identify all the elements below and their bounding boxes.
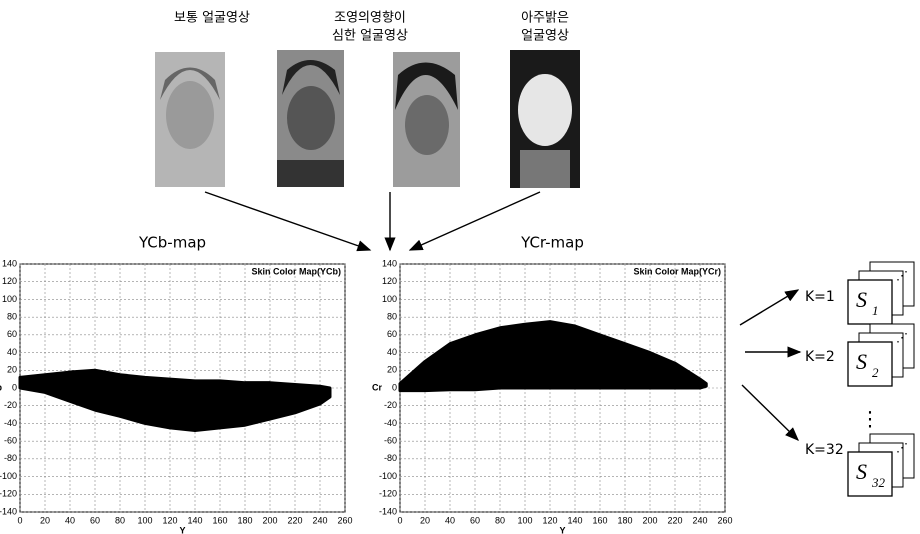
caption: 얼굴영상 [521, 29, 569, 44]
y-tick-label: -80 [384, 453, 397, 463]
face-image [510, 50, 580, 188]
y-tick-label: -60 [4, 436, 17, 446]
y-tick-label: -100 [379, 471, 397, 481]
y-tick-label: -20 [384, 400, 397, 410]
arrow [742, 385, 798, 440]
y-axis-label: Cb [0, 382, 2, 392]
x-tick-label: 80 [115, 515, 125, 525]
chart-heading: YCb-map [138, 234, 206, 252]
subscript: 2 [872, 365, 879, 380]
x-tick-label: 220 [287, 515, 302, 525]
x-tick-label: 60 [470, 515, 480, 525]
y-tick-label: 100 [2, 294, 17, 304]
x-tick-label: 140 [187, 515, 202, 525]
caption: 심한 얼굴영상 [332, 29, 408, 44]
x-tick-label: 200 [642, 515, 657, 525]
arrow [205, 192, 370, 250]
x-axis-label: Y [179, 525, 185, 534]
dots: ⋰ [896, 269, 908, 283]
symbol: S [856, 459, 867, 484]
y-tick-label: -40 [4, 418, 17, 428]
x-tick-label: 240 [692, 515, 707, 525]
dots: ⋰ [896, 441, 908, 455]
y-tick-label: -20 [4, 400, 17, 410]
y-tick-label: 40 [387, 347, 397, 357]
x-tick-label: 260 [337, 515, 352, 525]
k-label: K=1 [805, 289, 835, 305]
figure: 보통 얼굴영상 조영의영향이 심한 얼굴영상 아주밝은 얼굴영상 K=1⋰S1K… [0, 0, 920, 534]
plot-title: Skin Color Map(YCb) [252, 266, 342, 276]
subscript: 32 [871, 475, 886, 490]
subscript: 1 [872, 303, 879, 318]
x-tick-label: 20 [420, 515, 430, 525]
y-tick-label: -140 [379, 506, 397, 516]
x-tick-label: 180 [617, 515, 632, 525]
y-tick-label: 120 [382, 276, 397, 286]
x-tick-label: 160 [592, 515, 607, 525]
stack-front [848, 280, 892, 324]
x-tick-label: 0 [397, 515, 402, 525]
y-tick-label: 80 [7, 312, 17, 322]
x-tick-label: 100 [517, 515, 532, 525]
x-tick-label: 120 [542, 515, 557, 525]
y-tick-label: -100 [0, 471, 17, 481]
x-tick-label: 120 [162, 515, 177, 525]
y-axis-label: Cr [372, 382, 382, 392]
y-tick-label: 60 [7, 329, 17, 339]
caption: 보통 얼굴영상 [174, 11, 250, 26]
y-tick-label: 140 [382, 258, 397, 268]
face-image [155, 52, 225, 187]
y-tick-label: 20 [7, 365, 17, 375]
y-tick-label: 40 [7, 347, 17, 357]
y-tick-label: -120 [0, 489, 17, 499]
charts: YCb-map -140 -120 -100 -80 -60 -40 -20 0 20 40 60 80… [0, 234, 733, 534]
y-tick-label: -60 [384, 436, 397, 446]
x-tick-label: 20 [40, 515, 50, 525]
x-tick-label: 160 [212, 515, 227, 525]
ellipsis: ⋮ [860, 407, 880, 431]
y-tick-label: 60 [387, 329, 397, 339]
x-tick-label: 240 [312, 515, 327, 525]
x-tick-label: 80 [495, 515, 505, 525]
y-tick-label: 140 [2, 258, 17, 268]
face-image [393, 52, 460, 187]
x-tick-label: 200 [262, 515, 277, 525]
chart-heading: YCr-map [520, 234, 584, 252]
x-tick-label: 40 [65, 515, 75, 525]
dots: ⋰ [896, 331, 908, 345]
y-tick-label: -120 [379, 489, 397, 499]
stack-front [848, 342, 892, 386]
caption: 아주밝은 [521, 11, 569, 26]
x-tick-label: 260 [717, 515, 732, 525]
y-tick-label: 100 [382, 294, 397, 304]
x-tick-label: 60 [90, 515, 100, 525]
plot-title: Skin Color Map(YCr) [633, 266, 721, 276]
stack-front [848, 452, 892, 496]
symbol: S [856, 349, 867, 374]
y-tick-label: -80 [4, 453, 17, 463]
y-tick-label: 0 [12, 382, 17, 392]
y-tick-label: 80 [387, 312, 397, 322]
y-tick-label: -40 [384, 418, 397, 428]
k-label: K=2 [805, 349, 835, 365]
chart: YCb-map -140 -120 -100 -80 -60 -40 -20 0 20 40 60 80… [0, 234, 353, 534]
x-tick-label: 140 [567, 515, 582, 525]
k-label: K=32 [805, 442, 844, 458]
x-axis-label: Y [559, 525, 565, 534]
y-tick-label: 0 [392, 382, 397, 392]
x-tick-label: 40 [445, 515, 455, 525]
y-tick-label: 20 [387, 365, 397, 375]
arrow [740, 290, 798, 325]
x-tick-label: 0 [17, 515, 22, 525]
y-tick-label: 120 [2, 276, 17, 286]
x-tick-label: 180 [237, 515, 252, 525]
x-tick-label: 220 [667, 515, 682, 525]
symbol: S [856, 287, 867, 312]
caption: 조영의영향이 [334, 11, 406, 26]
face-image [277, 50, 344, 187]
chart: YCr-map -140 -120 -100 -80 -60 -40 -20 0 20 40 60 80… [372, 234, 733, 534]
x-tick-label: 100 [137, 515, 152, 525]
y-tick-label: -140 [0, 506, 17, 516]
